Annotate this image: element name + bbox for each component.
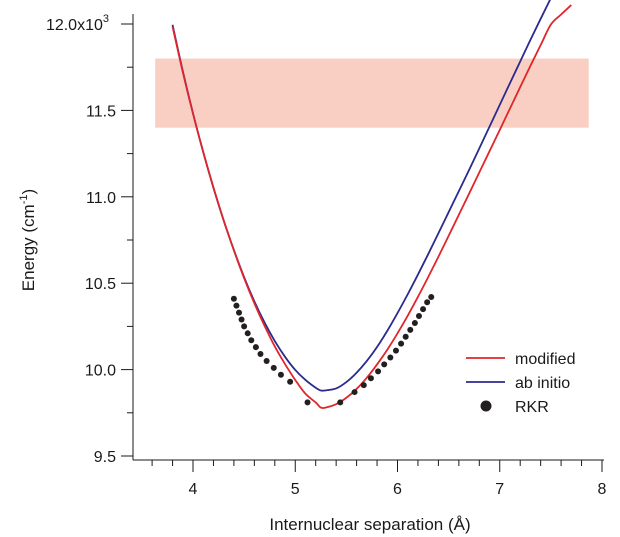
y-tick-label: 11.5 <box>86 103 116 120</box>
x-tick-label: 5 <box>291 481 300 498</box>
rkr-point <box>360 382 367 389</box>
y-tick-label: 10.5 <box>85 276 116 293</box>
rkr-point <box>257 351 264 358</box>
legend: modified ab initio RKR <box>466 351 575 416</box>
rkr-point <box>230 295 237 302</box>
rkr-point <box>428 294 435 301</box>
rkr-point <box>236 309 243 316</box>
rkr-point <box>375 368 382 375</box>
x-tick-label: 8 <box>598 481 607 498</box>
x-tick-label: 6 <box>393 481 402 498</box>
shaded-band <box>155 58 589 128</box>
rkr-point <box>402 333 409 340</box>
rkr-point <box>277 371 284 378</box>
y-axis-title: Energy (cm-1) <box>18 189 38 291</box>
y-tick-label: 9.5 <box>94 449 116 466</box>
rkr-point <box>238 316 245 323</box>
legend-label-rkr: RKR <box>515 399 549 416</box>
rkr-point <box>233 302 240 309</box>
y-ticks: 9.5 10.0 10.5 11.0 11.5 12.0x103 <box>46 13 133 466</box>
legend-swatch-rkr <box>480 400 492 412</box>
y-axis-title-sup: -1 <box>18 194 30 204</box>
rkr-point <box>381 361 388 368</box>
series-line-modified <box>171 4 572 409</box>
rkr-point <box>304 399 311 406</box>
rkr-point <box>287 378 294 385</box>
x-tick-label: 7 <box>495 481 504 498</box>
y-tick-label: 10.0 <box>85 363 116 380</box>
rkr-point <box>407 326 414 333</box>
y-axis-title-main: Energy (cm <box>19 204 38 291</box>
rkr-point <box>252 344 259 351</box>
x-axis-title: Internuclear separation (Å) <box>269 515 470 534</box>
rkr-point <box>411 319 418 326</box>
y-tick-label: 12.0x103 <box>46 13 109 34</box>
y-axis-title-close: ) <box>19 189 38 195</box>
rkr-point <box>420 306 427 313</box>
rkr-point <box>248 337 255 344</box>
y-tick-label: 11.0 <box>86 190 116 207</box>
rkr-point <box>367 375 374 382</box>
legend-label-modified: modified <box>515 351 575 368</box>
rkr-point <box>392 347 399 354</box>
rkr-point <box>244 330 251 337</box>
rkr-point <box>387 354 394 361</box>
rkr-point <box>337 399 344 406</box>
series-lines <box>171 0 572 409</box>
x-ticks: 4 5 6 7 8 <box>151 460 607 498</box>
legend-label-ab-initio: ab initio <box>515 375 570 392</box>
rkr-point <box>263 357 270 364</box>
rkr-point <box>415 313 422 320</box>
rkr-point <box>270 364 277 371</box>
rkr-points <box>230 294 435 406</box>
rkr-point <box>241 323 248 330</box>
axes: 9.5 10.0 10.5 11.0 11.5 12.0x103 4 5 6 7 8 <box>46 13 607 498</box>
x-tick-label: 4 <box>189 481 198 498</box>
rkr-point <box>351 389 358 396</box>
rkr-point <box>424 299 431 306</box>
rkr-point <box>398 340 405 347</box>
